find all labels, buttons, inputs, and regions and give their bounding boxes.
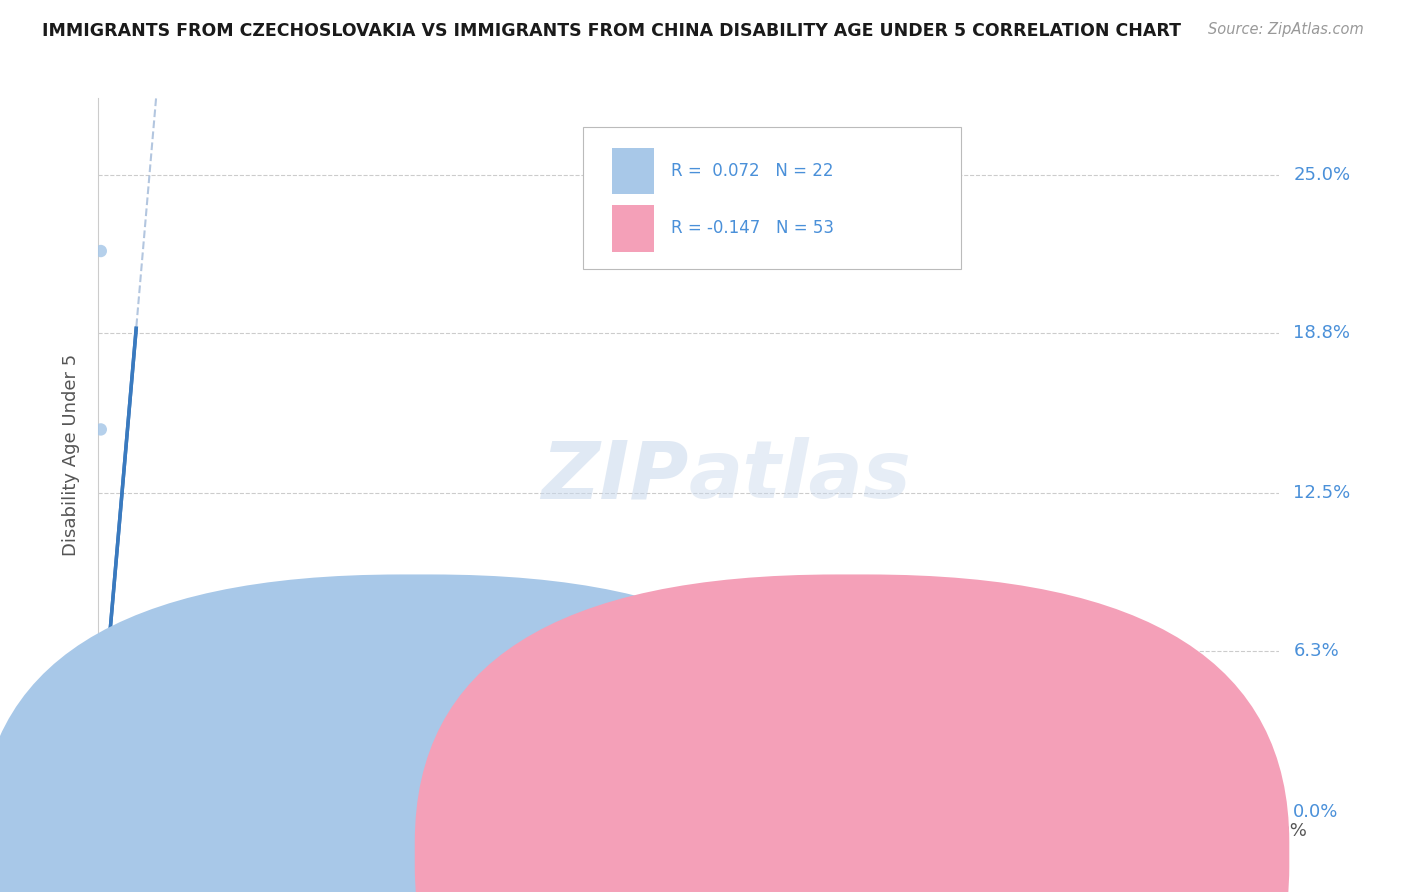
Point [170,795,193,809]
Point [108,797,131,811]
Text: 12.5%: 12.5% [1294,484,1351,502]
Point [229,797,252,811]
Point [129,797,152,811]
Text: R =  0.072   N = 22: R = 0.072 N = 22 [671,162,834,180]
Y-axis label: Disability Age Under 5: Disability Age Under 5 [62,354,80,556]
Point [135,795,157,809]
Point [1126,754,1149,768]
Point [512,797,534,811]
Point [984,797,1007,811]
FancyBboxPatch shape [612,205,654,252]
Text: Source: ZipAtlas.com: Source: ZipAtlas.com [1208,22,1364,37]
Point [97,797,120,811]
Point [111,799,134,814]
Point [90,799,112,814]
Point [90,805,112,819]
Point [94,805,117,819]
Point [90,792,112,806]
Point [97,799,120,814]
Text: 6.3%: 6.3% [1294,642,1339,660]
Point [205,797,228,811]
Point [90,244,112,258]
Point [90,797,112,811]
Text: atlas: atlas [689,437,911,516]
Point [98,805,121,819]
Point [181,797,204,811]
Point [607,797,630,811]
Text: IMMIGRANTS FROM CZECHOSLOVAKIA VS IMMIGRANTS FROM CHINA DISABILITY AGE UNDER 5 C: IMMIGRANTS FROM CZECHOSLOVAKIA VS IMMIGR… [42,22,1181,40]
Point [91,799,114,814]
Text: Immigrants from China: Immigrants from China [879,846,1070,863]
Point [938,797,960,811]
Point [90,805,112,819]
Point [104,797,127,811]
Point [90,805,112,819]
Point [94,644,117,658]
Point [91,789,114,804]
Text: 25.0%: 25.0% [1294,166,1351,184]
Point [441,797,464,811]
Text: Immigrants from Czechoslovakia: Immigrants from Czechoslovakia [443,846,716,863]
Point [91,797,114,811]
Point [90,805,112,819]
Point [796,797,818,811]
Point [157,797,180,811]
Point [90,795,112,809]
Point [253,797,276,811]
Point [94,644,117,658]
Point [98,799,121,814]
Point [1056,797,1078,811]
Point [90,639,112,653]
Point [90,795,112,809]
Point [94,799,117,814]
Point [276,797,298,811]
Point [90,799,112,814]
Point [101,805,124,819]
Point [98,797,121,811]
Point [105,797,128,811]
Point [94,797,117,811]
Point [194,797,217,811]
Point [91,789,114,804]
Text: R = -0.147   N = 53: R = -0.147 N = 53 [671,219,834,237]
FancyBboxPatch shape [612,148,654,194]
Point [748,797,770,811]
Point [678,797,700,811]
Point [94,644,117,658]
Point [90,797,112,811]
Point [146,795,169,809]
Point [90,792,112,806]
Point [118,677,141,691]
Point [122,797,145,811]
Point [97,805,120,819]
Point [371,797,394,811]
Point [90,422,112,436]
Point [866,797,889,811]
Point [90,805,112,819]
Text: 18.8%: 18.8% [1294,324,1350,342]
Point [105,799,128,814]
Text: 0.0%: 0.0% [1294,803,1339,821]
Point [323,797,346,811]
Point [111,797,134,811]
Point [115,797,138,811]
FancyBboxPatch shape [582,127,960,269]
Point [104,799,127,814]
Point [90,792,112,806]
Point [91,805,114,819]
Point [91,805,114,819]
Point [91,644,114,658]
Text: ZIP: ZIP [541,437,689,516]
Point [90,799,112,814]
Point [101,799,124,814]
Point [299,797,322,811]
Point [91,792,114,806]
